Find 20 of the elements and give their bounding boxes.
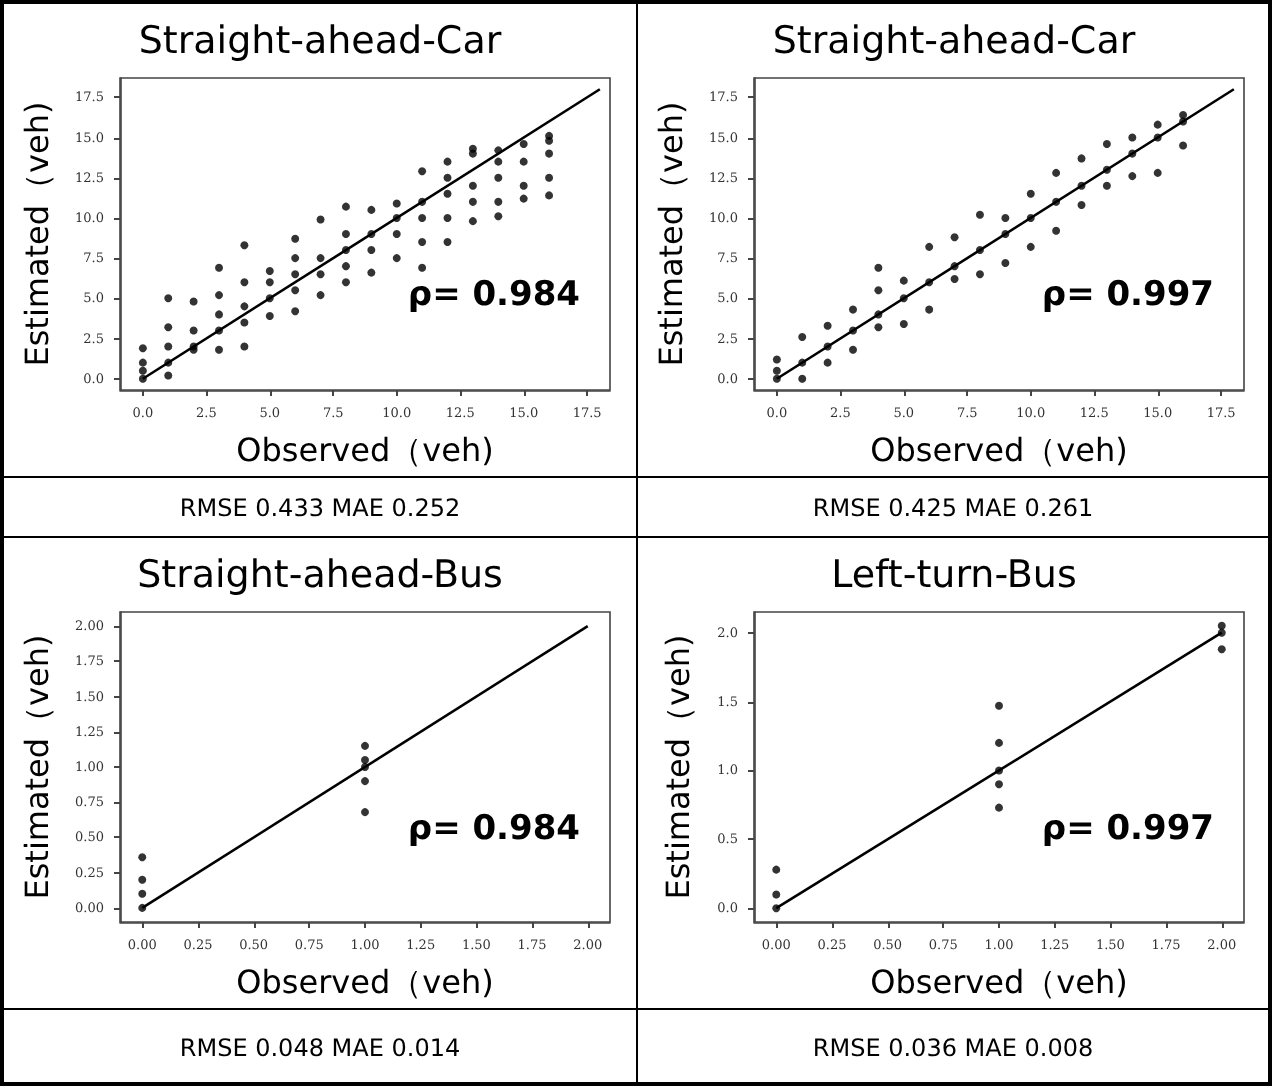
text: RMSE 0.433 MAE 0.252: [4, 476, 636, 536]
x-axis-title: Observed（veh): [236, 431, 494, 469]
chart-title: Straight-ahead-Car: [772, 19, 1136, 63]
chart-title: Straight-ahead-Car: [138, 19, 502, 63]
x-axis-title: Observed（veh): [870, 963, 1128, 1001]
x-axis-title: Observed（veh): [870, 431, 1128, 469]
annotation: ρ= 0.997: [1041, 275, 1215, 315]
y-axis-title: Estimated（veh): [652, 101, 691, 367]
chart-title: Straight-ahead-Bus: [137, 553, 503, 597]
y-axis-title: Estimated（veh): [659, 634, 697, 900]
chart-title: Left-turn-Bus: [831, 553, 1077, 597]
x-axis-title: Observed（veh): [236, 963, 494, 1001]
y-axis-title: Estimated（veh): [18, 101, 57, 367]
annotation: ρ= 0.984: [407, 809, 581, 849]
annotation: ρ= 0.984: [407, 275, 581, 315]
text: RMSE 0.425 MAE 0.261: [638, 476, 1268, 536]
y-axis-title: Estimated（veh): [18, 634, 57, 900]
text: RMSE 0.036 MAE 0.008: [638, 1008, 1268, 1084]
annotation: ρ= 0.997: [1041, 809, 1215, 849]
text: RMSE 0.048 MAE 0.014: [4, 1008, 636, 1084]
